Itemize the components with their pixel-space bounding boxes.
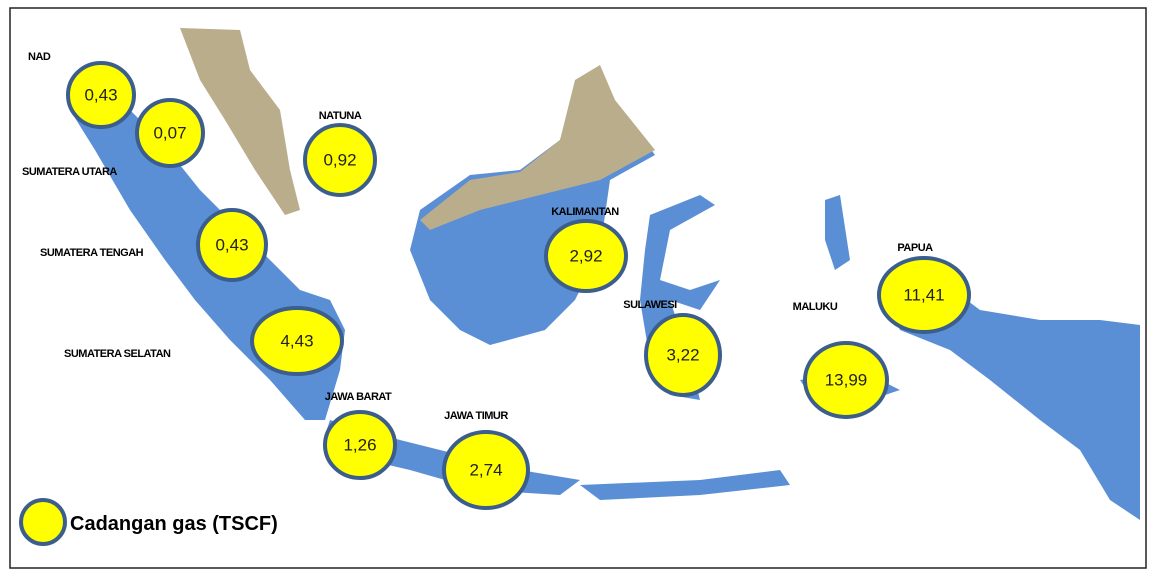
reserve-value: 1,26	[343, 435, 376, 454]
reserve-bubble	[544, 219, 628, 293]
legend-label: Cadangan gas (TSCF)	[70, 513, 278, 535]
reserve-bubble	[803, 341, 889, 419]
region-label: KALIMANTAN	[551, 206, 619, 218]
reserve-bubble	[323, 410, 397, 480]
reserve-bubble	[644, 313, 722, 397]
bubbles: NAD 0,43 SUMATERA UTARA 0,07 NATUNA 0,92 SUMAT…	[22, 51, 971, 510]
region-label: JAWA TIMUR	[444, 410, 508, 422]
reserve-value: 13,99	[825, 370, 868, 389]
peninsula	[180, 28, 300, 215]
reserve-value: 0,43	[84, 85, 117, 104]
reserve-value: 2,92	[569, 246, 602, 265]
reserve-bubble	[250, 306, 344, 376]
papua	[880, 280, 1140, 520]
region-label: PAPUA	[897, 242, 933, 254]
reserve-bubble	[66, 61, 136, 129]
reserve-bubble	[303, 123, 377, 197]
reserve-bubble	[196, 208, 268, 282]
reserve-value: 0,43	[215, 235, 248, 254]
north-borneo	[420, 65, 655, 230]
reserve-value: 3,22	[666, 345, 699, 364]
reserve-value: 2,74	[469, 460, 502, 479]
region-label: JAWA BARAT	[325, 391, 392, 403]
region-label: SULAWESI	[623, 299, 677, 311]
region-label: MALUKU	[793, 301, 838, 313]
region-label: SUMATERA UTARA	[22, 166, 117, 178]
legend: Cadangan gas (TSCF)	[19, 498, 278, 546]
reserve-bubble	[135, 98, 205, 168]
region-label: SUMATERA SELATAN	[64, 348, 171, 360]
legend-symbol	[19, 498, 67, 546]
region-label: SUMATERA TENGAH	[40, 247, 144, 259]
reserve-value: 4,43	[280, 331, 313, 350]
reserve-value: 0,07	[153, 123, 186, 142]
region-label: NAD	[28, 51, 51, 63]
nusa-tenggara	[580, 470, 790, 500]
reserve-bubble	[877, 256, 971, 334]
reserve-value: 0,92	[323, 150, 356, 169]
halmahera	[825, 195, 850, 270]
reserve-value: 11,41	[903, 285, 944, 304]
reserve-bubble	[442, 430, 530, 510]
region-label: NATUNA	[319, 110, 362, 122]
